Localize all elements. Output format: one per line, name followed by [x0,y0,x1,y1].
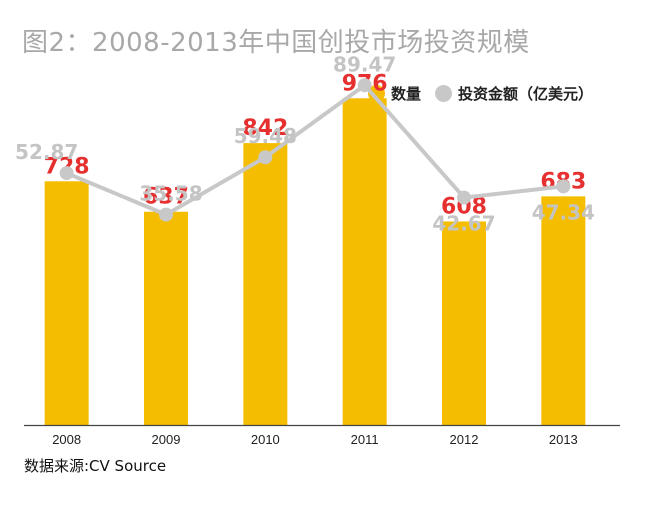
legend-swatch-count [368,85,385,102]
data-source: 数据来源:CV Source [24,457,167,475]
x-tick-label-2012: 2012 [450,432,479,447]
amount-point-2009 [159,207,173,222]
amount-point-2013 [556,179,571,194]
amount-point-2011 [357,78,372,93]
amount-label-2011: 89.47 [333,52,396,76]
bar-label-2010: 842 [242,116,288,141]
amount-point-2012 [457,190,471,205]
x-tick-label-2010: 2010 [251,432,280,447]
amount-point-2010 [258,150,273,165]
amount-label-2010: 59.48 [234,124,297,148]
x-tick-label-2009: 2009 [152,432,181,447]
legend: 数量 投资金额（亿美元） [368,83,607,104]
bar-2011 [342,98,387,426]
amount-label-2012: 42.67 [432,212,495,236]
amount-point-2008 [59,166,74,181]
bar-2012 [442,221,486,425]
amount-label-2013: 47.34 [532,200,595,224]
x-tick-label-2011: 2011 [351,432,379,447]
legend-item-amount: 投资金额（亿美元） [435,83,593,104]
x-tick-label-2008: 2008 [52,432,81,447]
legend-label-count: 数量 [391,85,422,103]
amount-line [65,83,564,217]
legend-item-count: 数量 [368,83,421,104]
bar-2009 [144,211,188,425]
legend-label-amount: 投资金额（亿美元） [458,85,594,103]
amount-label-2008: 52.87 [15,140,78,164]
chart-title: 图2：2008-2013年中国创投市场投资规模 [22,28,530,58]
bar-2013 [541,196,586,425]
bar-2010 [243,143,288,425]
legend-swatch-amount [435,85,453,102]
amount-label-2009: 35.58 [139,182,202,206]
bar-2008 [44,181,89,425]
x-tick-label-2013: 2013 [549,432,578,447]
